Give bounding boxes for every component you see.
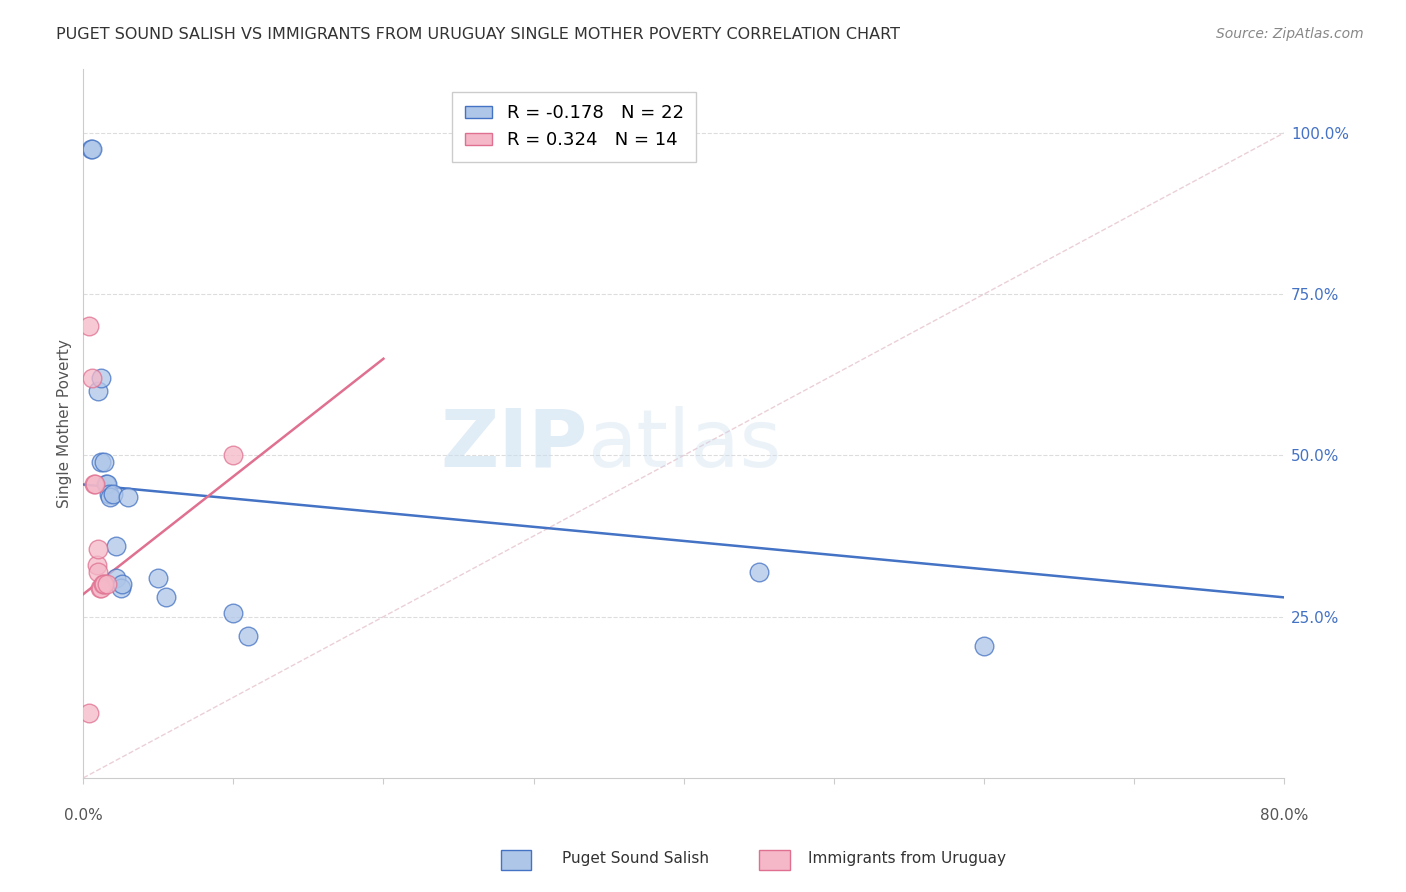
Point: [105, 539, 128, 553]
Point: [93, 455, 115, 469]
Point: [90, 581, 112, 595]
Text: Puget Sound Salish: Puget Sound Salish: [562, 851, 710, 865]
Point: [105, 571, 128, 585]
Text: ZIP: ZIP: [440, 406, 588, 483]
Point: [98, 491, 121, 505]
Point: [89, 581, 111, 595]
Point: [155, 591, 177, 605]
Point: [117, 491, 139, 505]
Text: atlas: atlas: [588, 406, 782, 483]
Point: [96, 477, 118, 491]
Point: [238, 629, 260, 643]
Point: [93, 577, 115, 591]
Point: [87, 565, 110, 579]
Point: [79, 706, 101, 721]
Point: [80, 142, 103, 156]
Text: PUGET SOUND SALISH VS IMMIGRANTS FROM URUGUAY SINGLE MOTHER POVERTY CORRELATION : PUGET SOUND SALISH VS IMMIGRANTS FROM UR…: [56, 27, 900, 42]
Point: [86, 558, 108, 573]
Point: [222, 607, 245, 621]
Text: Source: ZipAtlas.com: Source: ZipAtlas.com: [1216, 27, 1364, 41]
Point: [973, 639, 995, 653]
Point: [82, 371, 104, 385]
Point: [90, 455, 112, 469]
Point: [97, 487, 120, 501]
Point: [83, 477, 105, 491]
Point: [96, 577, 118, 591]
Point: [94, 477, 117, 491]
Point: [748, 565, 770, 579]
Point: [79, 319, 101, 334]
Point: [91, 577, 114, 591]
Point: [103, 487, 125, 501]
Point: [82, 142, 104, 156]
Point: [90, 371, 112, 385]
Legend: R = -0.178   N = 22, R = 0.324   N = 14: R = -0.178 N = 22, R = 0.324 N = 14: [453, 92, 696, 162]
Point: [84, 477, 107, 491]
Text: 0.0%: 0.0%: [63, 808, 103, 823]
Text: Immigrants from Uruguay: Immigrants from Uruguay: [808, 851, 1007, 865]
Point: [110, 581, 132, 595]
Point: [111, 577, 134, 591]
Point: [87, 384, 110, 398]
Point: [222, 449, 245, 463]
Point: [148, 571, 170, 585]
Text: 80.0%: 80.0%: [1260, 808, 1308, 823]
Y-axis label: Single Mother Poverty: Single Mother Poverty: [58, 339, 72, 508]
Point: [87, 541, 110, 556]
